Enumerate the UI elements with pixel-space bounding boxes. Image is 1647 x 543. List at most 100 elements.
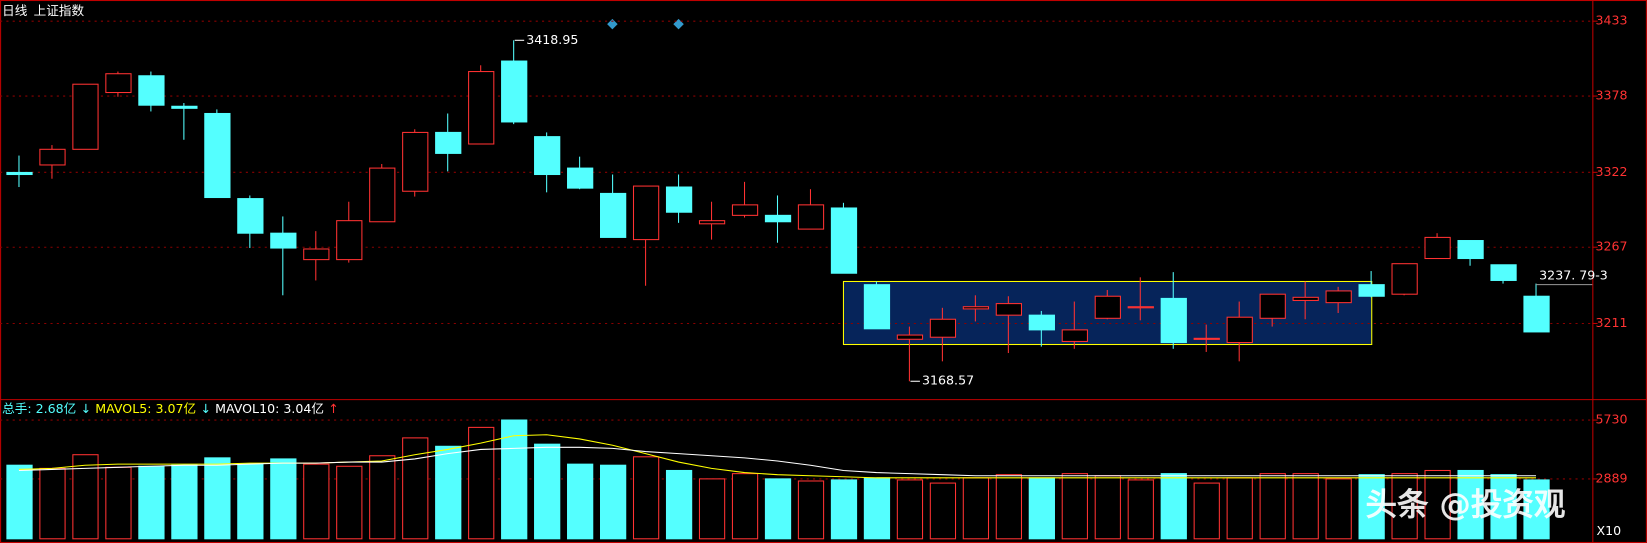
- y-tick-label: 3267: [1595, 239, 1627, 254]
- volume-bar: [336, 465, 363, 540]
- ma-line: [18, 446, 1537, 477]
- volume-bar: [1127, 479, 1154, 540]
- candle-body: [1127, 306, 1154, 309]
- candle-body: [665, 186, 693, 213]
- volume-bar: [138, 465, 165, 540]
- volume-bar: [1259, 473, 1286, 540]
- candle-body: [1193, 337, 1220, 340]
- candle-body: [270, 232, 297, 249]
- volume-bar: [896, 479, 924, 540]
- candle-body: [1061, 329, 1088, 342]
- candle-body: [402, 131, 429, 192]
- candle-body: [1391, 263, 1418, 295]
- volume-bar: [797, 480, 825, 540]
- chart-title: 上证指数: [34, 3, 85, 18]
- candle-body: [1226, 316, 1253, 344]
- candle-body: [6, 171, 33, 176]
- volume-bar: [1325, 478, 1352, 540]
- y-tick-label: 3322: [1595, 164, 1627, 179]
- volume-bar: [204, 457, 231, 540]
- candle-body: [1523, 295, 1550, 333]
- y-tick-label: 2889: [1595, 470, 1627, 485]
- candle-body: [1490, 264, 1517, 281]
- candle-body: [171, 105, 198, 109]
- candle-body: [369, 167, 396, 223]
- volume-bar: [1391, 473, 1418, 540]
- candle-body: [731, 204, 759, 216]
- candle-body: [929, 318, 957, 338]
- volume-unit: X10: [1597, 523, 1622, 538]
- candle-body: [39, 148, 66, 166]
- candle-body: [698, 220, 726, 225]
- candle-body: [1292, 296, 1319, 301]
- candle-body: [995, 303, 1023, 316]
- candle-body: [1457, 240, 1484, 260]
- candle-body: [468, 71, 495, 145]
- volume-bar: [1457, 469, 1484, 540]
- volume-bar: [501, 419, 528, 540]
- candle-body: [830, 207, 858, 274]
- volume-bar: [1292, 473, 1319, 540]
- volume-bar: [567, 463, 594, 540]
- volume-bar: [1358, 474, 1385, 540]
- legend-item: ↑: [328, 401, 339, 416]
- candle-body: [1160, 297, 1187, 344]
- volume-bar: [6, 464, 33, 540]
- candle-body: [72, 83, 99, 150]
- volume-bar: [1193, 482, 1220, 540]
- extreme-label: 3418.95: [526, 32, 578, 47]
- candle-body: [138, 75, 165, 106]
- candle-body: [962, 306, 990, 310]
- volume-bar: [435, 445, 462, 540]
- legend-item: ↓: [200, 401, 211, 416]
- volume-bar: [698, 478, 726, 540]
- volume-bar: [1424, 469, 1451, 540]
- candle-body: [1358, 284, 1385, 297]
- volume-bar: [731, 473, 759, 540]
- volume-bar: [929, 482, 957, 540]
- volume-bar: [1160, 473, 1187, 540]
- legend-item: 总手: 2.68亿: [2, 401, 76, 416]
- volume-bar: [468, 426, 495, 540]
- last-annotation: 3237. 79-3: [1539, 268, 1608, 283]
- volume-bar: [830, 479, 858, 540]
- candle-body: [237, 198, 264, 234]
- period-label: 日线: [2, 3, 28, 18]
- volume-bar: [39, 467, 66, 540]
- volume-bar: [665, 469, 693, 540]
- candle-body: [435, 131, 462, 154]
- volume-bar: [962, 477, 990, 540]
- volume-bar: [1028, 477, 1055, 540]
- legend-item: MAVOL10: 3.04亿: [215, 401, 324, 416]
- volume-bar: [1523, 479, 1550, 540]
- watermark: 头条 @投资观: [1365, 487, 1565, 523]
- candle-body: [1094, 295, 1121, 319]
- candle-body: [632, 185, 660, 241]
- candle-body: [764, 214, 792, 223]
- volume-bar: [1490, 474, 1517, 540]
- candle-body: [501, 60, 528, 123]
- candle-body: [1028, 314, 1055, 331]
- candle-body: [863, 284, 891, 330]
- candle-body: [797, 204, 825, 230]
- volume-bar: [369, 455, 396, 540]
- legend-item: MAVOL5: 3.07亿: [95, 401, 196, 416]
- candle-body: [105, 73, 132, 94]
- candle-body: [303, 248, 330, 261]
- y-tick-label: 3211: [1595, 315, 1627, 330]
- volume-bar: [303, 463, 330, 540]
- price-panel: 3211 3267 3322 3378 3433 3418.95 3168.57 3237. …: [0, 13, 1628, 388]
- extreme-label: 3168.57: [922, 373, 974, 388]
- candle-body: [1325, 290, 1352, 304]
- candle-body: [204, 112, 231, 199]
- volume-bar: [534, 443, 561, 540]
- volume-bar: [1094, 475, 1121, 540]
- y-tick-label: 3433: [1595, 13, 1627, 28]
- legend-item: ↓: [80, 401, 91, 416]
- candle-body: [1259, 293, 1286, 319]
- candle-body: [896, 334, 924, 340]
- volume-bar: [863, 477, 891, 540]
